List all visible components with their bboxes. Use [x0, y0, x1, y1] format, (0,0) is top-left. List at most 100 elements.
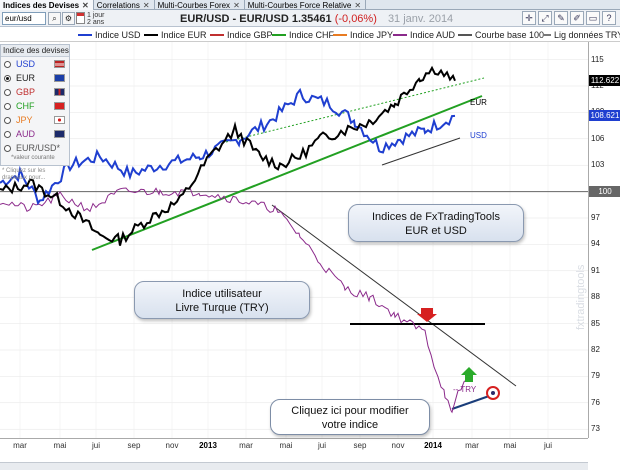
currency-panel: Indice des devises USD EUR GBP CHF JPY A…	[0, 44, 70, 166]
eu-flag-icon[interactable]	[54, 74, 65, 82]
currency-option-usd[interactable]: USD	[1, 57, 69, 71]
legend-bar: Indice USD Indice EUR Indice GBP Indice …	[0, 28, 620, 42]
y-tick-label: 82	[591, 345, 600, 354]
calendar-icon[interactable]	[76, 12, 85, 24]
crosshair-icon[interactable]: ✛	[522, 11, 536, 25]
y-tick-label: 79	[591, 371, 600, 381]
swiss-flag-icon[interactable]	[54, 102, 65, 110]
currency-option-eurusd[interactable]: EUR/USD*	[1, 141, 69, 155]
australia-flag-icon[interactable]	[54, 130, 65, 138]
x-tick-label: jui	[91, 441, 101, 450]
radio-button[interactable]	[4, 74, 11, 82]
period-interval: 1 jour	[87, 12, 105, 19]
ruler-icon[interactable]: ▭	[586, 11, 600, 25]
zoom-icon[interactable]: ⤢	[538, 11, 552, 25]
tab-multi-courbes-force-relative[interactable]: Multi-Courbes Force Relative ✕	[245, 0, 367, 10]
legend-item-usd[interactable]: Indice USD	[78, 30, 141, 40]
radio-button[interactable]	[4, 60, 11, 68]
legend-swatch	[458, 34, 472, 36]
legend-swatch	[543, 34, 551, 36]
chart-plot-area[interactable]: EUR USD -- TRY	[0, 42, 620, 438]
currency-code: CHF	[16, 101, 35, 111]
side-note: * Cliquez sur les drapeaux pour...	[2, 168, 46, 181]
channel-line-dotted	[225, 77, 485, 143]
tab-label: Correlations	[96, 0, 140, 10]
currency-option-aud[interactable]: AUD	[1, 127, 69, 141]
radio-button[interactable]	[4, 88, 11, 96]
currency-option-gbp[interactable]: GBP	[1, 85, 69, 99]
legend-label: Courbe base 100	[475, 30, 545, 40]
callout-line: Indices de FxTradingTools	[372, 211, 500, 223]
radio-button[interactable]	[4, 144, 11, 152]
period-selector[interactable]: 1 jour 2 ans	[87, 12, 105, 26]
legend-label: Indice JPY	[350, 30, 394, 40]
pencil-icon[interactable]: ✐	[570, 11, 584, 25]
symbol-search-input[interactable]	[2, 12, 46, 25]
help-icon[interactable]: ?	[602, 11, 616, 25]
legend-swatch	[272, 34, 286, 36]
callout-pointer-line	[451, 394, 493, 410]
trend-line-try	[271, 204, 517, 387]
tab-multi-courbes-forex[interactable]: Multi-Courbes Forex ✕	[155, 0, 245, 10]
settings-icon[interactable]: ⚙	[62, 12, 75, 25]
currency-option-chf[interactable]: CHF	[1, 99, 69, 113]
callout-line: Livre Turque (TRY)	[175, 302, 269, 314]
legend-item-chf[interactable]: Indice CHF	[272, 30, 334, 40]
currency-option-jpy[interactable]: JPY	[1, 113, 69, 127]
close-icon[interactable]: ✕	[233, 0, 240, 10]
tab-indices-devises[interactable]: Indices des Devises ✕	[0, 0, 94, 10]
currency-option-eur[interactable]: EUR	[1, 71, 69, 85]
search-button[interactable]: ⌕	[48, 12, 61, 25]
toolbar-icons: ✛ ⤢ ✎ ✐ ▭ ?	[522, 11, 616, 25]
y-tick-label: 94	[591, 239, 600, 249]
legend-label: Indice USD	[95, 30, 141, 40]
radio-button[interactable]	[4, 130, 11, 138]
y-value-badge: 100	[589, 185, 620, 197]
legend-item-base100[interactable]: Courbe base 100	[458, 30, 544, 40]
legend-swatch	[210, 34, 224, 36]
x-tick-label: nov	[391, 441, 405, 450]
uk-flag-icon[interactable]	[54, 88, 65, 96]
close-icon[interactable]: ✕	[82, 0, 89, 10]
x-tick-label: mai	[503, 441, 517, 450]
legend-label: Indice EUR	[161, 30, 207, 40]
currency-code: AUD	[16, 129, 36, 139]
legend-swatch	[144, 34, 158, 36]
y-tick-label: 85	[591, 318, 600, 328]
legend-item-jpy[interactable]: Indice JPY	[333, 30, 393, 40]
legend-item-try[interactable]: Lig données TRY	[543, 30, 620, 40]
callout-try-index: Indice utilisateur Livre Turque (TRY)	[134, 281, 310, 319]
currency-code: USD	[16, 59, 36, 69]
legend-item-gbp[interactable]: Indice GBP	[210, 30, 273, 40]
japan-flag-icon[interactable]	[54, 116, 65, 124]
line-label-try: -- TRY	[453, 385, 477, 394]
y-tick-label: 91	[591, 265, 600, 275]
x-tick-label: mar	[465, 441, 479, 450]
radio-button[interactable]	[4, 116, 11, 124]
legend-label: Indice AUD	[410, 30, 456, 40]
watermark-logo: fxtradingtools	[575, 264, 587, 330]
horizontal-scrollbar[interactable]	[0, 462, 588, 470]
us-flag-icon[interactable]	[54, 60, 65, 68]
legend-label: Indice GBP	[227, 30, 273, 40]
legend-label: Lig données TRY	[554, 30, 620, 40]
period-range: 2 ans	[87, 19, 105, 26]
close-icon[interactable]: ✕	[142, 0, 150, 10]
x-tick-label: mar	[239, 441, 253, 450]
legend-item-aud[interactable]: Indice AUD	[393, 30, 455, 40]
callout-line: EUR et USD	[405, 225, 467, 237]
close-icon[interactable]: ✕	[354, 0, 362, 10]
currency-code: GBP	[16, 87, 36, 97]
series-line-aud	[0, 187, 466, 414]
symbol-name: EUR/USD - EUR/USD	[180, 13, 289, 25]
radio-button[interactable]	[4, 102, 11, 110]
edit-icon[interactable]: ✎	[554, 11, 568, 25]
tab-label: Multi-Courbes Forex	[157, 0, 231, 10]
chart-title: EUR/USD - EUR/USD 1.35461 (-0,06%) 31 ja…	[180, 13, 453, 25]
arrow-up-icon	[461, 367, 477, 382]
tab-correlations[interactable]: Correlations ✕	[94, 0, 155, 10]
legend-swatch	[78, 34, 92, 36]
legend-item-eur[interactable]: Indice EUR	[144, 30, 207, 40]
trend-line-green	[91, 95, 483, 251]
x-tick-label: mar	[13, 441, 27, 450]
